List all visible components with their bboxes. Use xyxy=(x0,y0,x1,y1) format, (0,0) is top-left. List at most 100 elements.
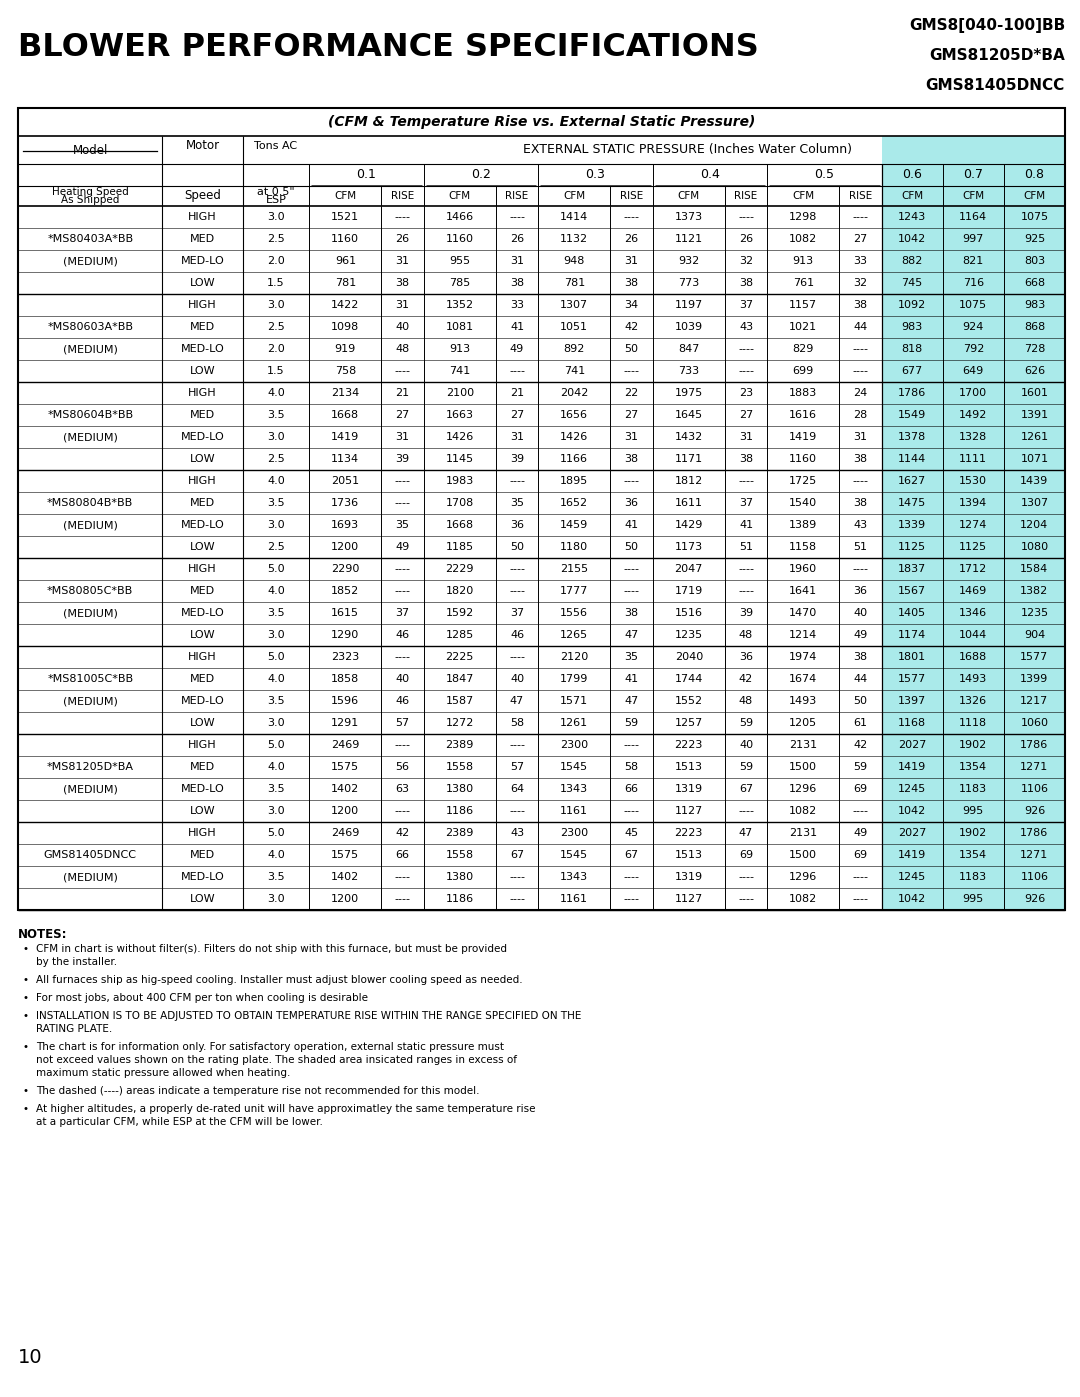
Text: 1200: 1200 xyxy=(332,806,360,816)
Text: ESP: ESP xyxy=(266,196,286,205)
Text: 47: 47 xyxy=(624,696,638,705)
Text: 2155: 2155 xyxy=(561,564,589,574)
Text: 38: 38 xyxy=(624,608,638,617)
Text: at a particular CFM, while ESP at the CFM will be lower.: at a particular CFM, while ESP at the CF… xyxy=(36,1118,323,1127)
Text: 1469: 1469 xyxy=(959,585,987,597)
Text: 1214: 1214 xyxy=(789,630,818,640)
Text: 1530: 1530 xyxy=(959,476,987,486)
Text: 1577: 1577 xyxy=(1021,652,1049,662)
Text: 1125: 1125 xyxy=(959,542,987,552)
Text: RISE: RISE xyxy=(505,191,529,201)
Text: 61: 61 xyxy=(853,718,867,728)
Text: 3.0: 3.0 xyxy=(267,432,285,441)
Text: 1168: 1168 xyxy=(899,718,927,728)
Text: 1419: 1419 xyxy=(789,432,818,441)
Text: 1243: 1243 xyxy=(899,212,927,222)
Text: 1540: 1540 xyxy=(789,497,818,509)
Text: 59: 59 xyxy=(624,718,638,728)
Text: 36: 36 xyxy=(624,497,638,509)
Text: 27: 27 xyxy=(510,409,524,420)
Text: 1422: 1422 xyxy=(332,300,360,310)
Text: 1895: 1895 xyxy=(561,476,589,486)
Text: 1700: 1700 xyxy=(959,388,987,398)
Text: 892: 892 xyxy=(564,344,585,353)
Text: 26: 26 xyxy=(624,235,638,244)
Text: 741: 741 xyxy=(564,366,585,376)
Text: 1144: 1144 xyxy=(899,454,927,464)
Text: 1296: 1296 xyxy=(789,784,818,793)
Text: *MS80603A*BB: *MS80603A*BB xyxy=(48,321,133,332)
Text: MED-LO: MED-LO xyxy=(180,432,225,441)
Text: 1641: 1641 xyxy=(789,585,818,597)
Text: 926: 926 xyxy=(1024,894,1045,904)
Text: ----: ---- xyxy=(852,894,868,904)
Text: by the installer.: by the installer. xyxy=(36,957,117,967)
Text: 1645: 1645 xyxy=(675,409,703,420)
Text: 995: 995 xyxy=(962,806,984,816)
Text: 1402: 1402 xyxy=(332,872,360,882)
Text: (CFM & Temperature Rise vs. External Static Pressure): (CFM & Temperature Rise vs. External Sta… xyxy=(328,115,755,129)
Text: 919: 919 xyxy=(335,344,356,353)
Text: not exceed values shown on the rating plate. The shaded area insicated ranges in: not exceed values shown on the rating pl… xyxy=(36,1055,517,1065)
Text: 46: 46 xyxy=(395,630,409,640)
Text: LOW: LOW xyxy=(190,718,215,728)
Text: 1285: 1285 xyxy=(446,630,474,640)
Text: 1160: 1160 xyxy=(446,235,474,244)
Text: 961: 961 xyxy=(335,256,356,265)
Text: 1545: 1545 xyxy=(561,849,589,861)
Text: 47: 47 xyxy=(510,696,524,705)
Text: 1611: 1611 xyxy=(675,497,703,509)
Text: 38: 38 xyxy=(853,300,867,310)
Text: 2.0: 2.0 xyxy=(267,344,285,353)
Text: 1378: 1378 xyxy=(899,432,927,441)
Bar xyxy=(881,136,1065,909)
Text: LOW: LOW xyxy=(190,366,215,376)
Text: 31: 31 xyxy=(624,256,638,265)
Text: 28: 28 xyxy=(853,409,867,420)
Text: 4.0: 4.0 xyxy=(267,388,285,398)
Text: 2134: 2134 xyxy=(332,388,360,398)
Text: 41: 41 xyxy=(739,520,753,529)
Text: ----: ---- xyxy=(509,366,525,376)
Text: 818: 818 xyxy=(902,344,922,353)
Text: 1402: 1402 xyxy=(332,784,360,793)
Text: 1174: 1174 xyxy=(899,630,927,640)
Text: 38: 38 xyxy=(510,278,524,288)
Text: 0.3: 0.3 xyxy=(585,169,606,182)
Text: 1.5: 1.5 xyxy=(267,366,285,376)
Text: 1245: 1245 xyxy=(899,872,927,882)
Text: 40: 40 xyxy=(510,673,524,685)
Text: ----: ---- xyxy=(509,652,525,662)
Text: 1883: 1883 xyxy=(789,388,818,398)
Text: 1071: 1071 xyxy=(1021,454,1049,464)
Text: 2131: 2131 xyxy=(789,828,818,838)
Text: 38: 38 xyxy=(624,454,638,464)
Text: 1439: 1439 xyxy=(1021,476,1049,486)
Text: 32: 32 xyxy=(739,256,753,265)
Text: 33: 33 xyxy=(853,256,867,265)
Text: 4.0: 4.0 xyxy=(267,761,285,773)
Text: 1039: 1039 xyxy=(675,321,703,332)
Text: 2229: 2229 xyxy=(446,564,474,574)
Text: 42: 42 xyxy=(739,673,753,685)
Text: •: • xyxy=(22,993,28,1003)
Text: 821: 821 xyxy=(962,256,984,265)
Text: 1183: 1183 xyxy=(959,872,987,882)
Text: 1391: 1391 xyxy=(1021,409,1049,420)
Text: 1205: 1205 xyxy=(789,718,818,728)
Text: RATING PLATE.: RATING PLATE. xyxy=(36,1024,112,1034)
Text: 1354: 1354 xyxy=(959,849,987,861)
Text: 1584: 1584 xyxy=(1021,564,1049,574)
Text: RISE: RISE xyxy=(734,191,758,201)
Text: (MEDIUM): (MEDIUM) xyxy=(63,256,118,265)
Text: 2131: 2131 xyxy=(789,740,818,750)
Text: 1265: 1265 xyxy=(561,630,589,640)
Text: 1373: 1373 xyxy=(675,212,703,222)
Text: 1432: 1432 xyxy=(675,432,703,441)
Text: 1082: 1082 xyxy=(789,235,818,244)
Text: CFM in chart is without filter(s). Filters do not ship with this furnace, but mu: CFM in chart is without filter(s). Filte… xyxy=(36,944,507,954)
Text: (MEDIUM): (MEDIUM) xyxy=(63,784,118,793)
Text: 27: 27 xyxy=(395,409,409,420)
Text: CFM: CFM xyxy=(678,191,700,201)
Text: 1558: 1558 xyxy=(446,849,474,861)
